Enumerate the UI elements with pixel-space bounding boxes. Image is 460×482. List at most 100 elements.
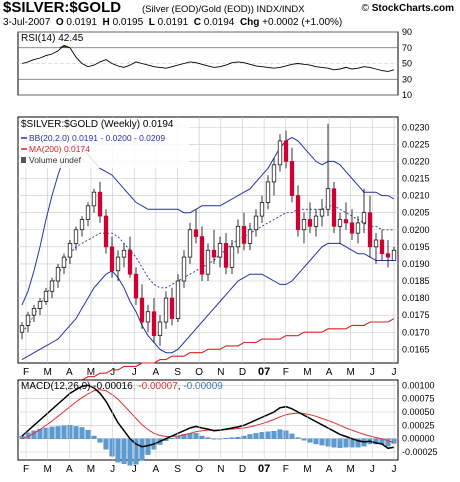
candle-body <box>301 219 307 231</box>
month-tick-label: J <box>110 367 115 378</box>
macd-histogram-bar <box>199 435 205 439</box>
candle-body <box>193 229 199 237</box>
brand-label: © StockCharts.com <box>362 3 454 14</box>
candle-body <box>229 246 235 268</box>
candle-body <box>391 249 397 261</box>
macd-histogram-bar <box>91 435 97 439</box>
macd-histogram-bar <box>139 438 145 461</box>
candle-body <box>175 280 181 319</box>
price-tick-label: 0.0200 <box>402 225 430 235</box>
high-value: 0.0195 <box>112 17 144 28</box>
macd-histogram-bar <box>61 425 67 439</box>
price-tick-label: 0.0195 <box>402 242 430 252</box>
macd-month-tick-label: 07 <box>258 463 270 475</box>
high-label: H <box>102 17 110 28</box>
macd-tick-label: 0.00000 <box>402 434 435 444</box>
candle-body <box>325 188 331 210</box>
volume-legend-text: Volume undef <box>29 155 82 165</box>
macd-month-tick-label: M <box>303 464 311 475</box>
candle-body <box>337 219 343 227</box>
candle-body <box>37 301 43 309</box>
candle-body <box>361 212 367 224</box>
candle-body <box>157 321 163 337</box>
candle-body <box>217 243 223 258</box>
macd-histogram-bar <box>265 431 271 439</box>
low-label: L <box>148 17 155 28</box>
macd-month-tick-label: J <box>370 464 375 475</box>
candle-body <box>235 225 241 248</box>
month-tick-label: D <box>239 367 246 378</box>
rsi-tick-label: 90 <box>402 27 412 37</box>
macd-histogram-bar <box>325 438 331 447</box>
macd-month-tick-label: F <box>23 464 29 475</box>
macd-histogram-bar <box>109 438 115 457</box>
candle-body <box>85 205 91 220</box>
macd-legend-label: MACD(12,26,9) <box>21 381 93 392</box>
ma-legend-text: MA(200) 0.0174 <box>29 144 90 154</box>
candle-body <box>109 246 115 272</box>
macd-tick-label: 0.00075 <box>402 394 435 404</box>
price-tick-label: 0.0210 <box>402 191 430 201</box>
macd-histogram-bar <box>295 437 301 439</box>
month-tick-label: M <box>303 367 311 378</box>
quote-date: 3-Jul-2007 <box>3 17 51 28</box>
macd-histogram-bar <box>223 437 229 439</box>
macd-histogram-bar <box>301 438 307 441</box>
macd-histogram-bar <box>43 427 49 439</box>
low-value: 0.0191 <box>157 17 189 28</box>
price-tick-label: 0.0185 <box>402 276 430 286</box>
macd-histogram-bar <box>253 433 259 439</box>
candle-body <box>241 225 247 244</box>
macd-histogram-bar <box>331 438 337 448</box>
macd-month-tick-label: J <box>132 464 137 475</box>
rsi-overbought-fill <box>22 45 394 48</box>
macd-histogram-bar <box>211 438 217 440</box>
month-tick-label: M <box>43 367 51 378</box>
candle-body <box>91 191 97 207</box>
macd-histogram-bar <box>133 438 139 465</box>
candle-body <box>43 290 49 302</box>
brand-name: StockCharts.com <box>371 3 454 14</box>
month-tick-label: F <box>23 367 29 378</box>
macd-histogram-bar <box>337 438 343 448</box>
candle-body <box>25 314 31 326</box>
macd-legend-separator: , <box>178 381 184 392</box>
bb-lower-line <box>21 242 394 361</box>
candle-body <box>31 307 37 316</box>
month-tick-label: J <box>370 367 375 378</box>
macd-legend-hist: -0.00009 <box>183 381 223 392</box>
macd-histogram-bar <box>127 438 133 466</box>
close-label: C <box>193 17 201 28</box>
candle-body <box>187 229 193 258</box>
chart-subtitle: (Silver (EOD)/Gold (EOD)) INDX/INDX <box>142 4 305 15</box>
candle-body <box>289 161 295 196</box>
price-tick-label: 0.0165 <box>402 344 430 354</box>
candle-body <box>253 215 259 231</box>
price-tick-label: 0.0220 <box>402 156 430 166</box>
candle-body <box>277 140 283 166</box>
macd-histogram-bar <box>355 438 361 448</box>
candle-body <box>103 215 109 248</box>
macd-legend: MACD(12,26,9) -0.00016, -0.00007, -0.000… <box>21 381 223 392</box>
candle-body <box>97 191 103 217</box>
candle-body <box>211 249 217 258</box>
candle-body <box>247 229 253 244</box>
month-tick-label: F <box>283 367 289 378</box>
macd-histogram-bar <box>49 426 55 439</box>
brand-prefix: © <box>361 3 372 14</box>
macd-month-tick-label: M <box>87 464 95 475</box>
macd-histogram-bar <box>343 438 349 448</box>
candle-body <box>163 297 169 323</box>
candle-body <box>151 311 157 337</box>
candle-body <box>259 202 265 217</box>
quote-line: 3-Jul-2007 O 0.0191 H 0.0195 L 0.0191 C … <box>3 17 342 28</box>
macd-month-tick-label: J <box>392 464 397 475</box>
candle-body <box>295 195 301 231</box>
macd-month-tick-label: J <box>110 464 115 475</box>
candle-body <box>349 222 355 234</box>
volume-legend-swatch <box>21 157 26 163</box>
macd-histogram-bar <box>241 435 247 439</box>
macd-line <box>21 384 395 450</box>
candle-body <box>313 215 319 227</box>
month-tick-label: M <box>347 367 355 378</box>
